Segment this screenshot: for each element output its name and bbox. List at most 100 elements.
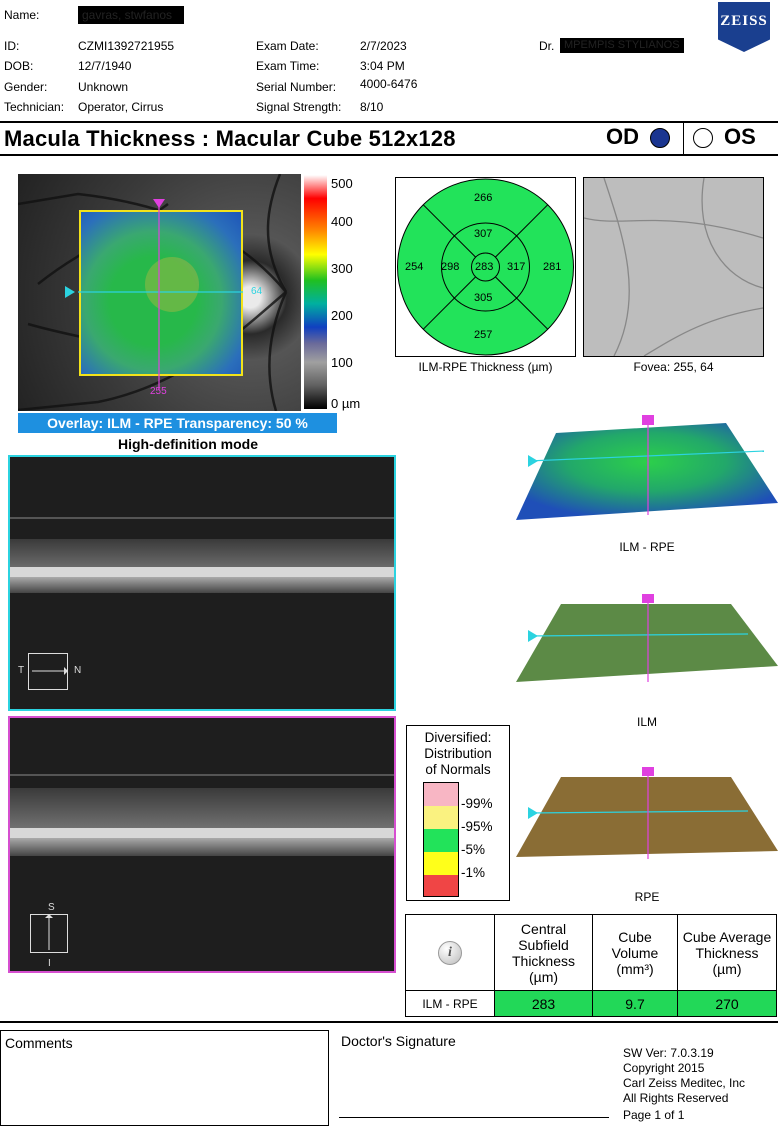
scan2-rpe-band [10,828,394,838]
scan1-choroid [10,577,394,593]
doctor-name-redacted: MPEMPIS STYLIANOS [560,38,684,53]
info-cell: i [405,914,495,991]
legend-title-line3: of Normals [425,762,491,777]
surface-ilm-rpe-map [516,415,778,520]
legend-title-line1: Diversified: [424,730,492,745]
header-cube-volume: Cube Volume (mm³) [592,914,678,991]
sw-version: SW Ver: 7.0.3.19 [623,1046,714,1060]
scale-label-500: 500 [331,176,353,191]
dob-label: DOB: [4,59,34,73]
legend-tick-99: -99% [461,796,493,811]
serial-label: Serial Number: [256,80,337,94]
fovea-image [583,177,764,357]
etdrs-inner-inferior: 305 [474,292,493,304]
scan1-retina-layer [10,539,394,567]
scan2-label-s: S [48,902,55,913]
od-label: OD [606,124,639,149]
signal-label: Signal Strength: [256,100,342,114]
company: Carl Zeiss Meditec, Inc [623,1076,746,1090]
dob-value: 12/7/1940 [78,59,132,73]
legend-tick-5: -5% [461,842,486,857]
legend-tick-1: -1% [461,865,486,880]
scan1-rpe-band [10,567,394,577]
surface-label-ilm-rpe: ILM - RPE [619,540,675,554]
exam-date-value: 2/7/2023 [360,39,407,53]
legend-title-line2: Distribution [424,746,492,761]
name-label: Name: [4,8,40,22]
serial-value: 4000-6476 [360,77,418,91]
surface-rpe-map [516,767,778,859]
thickness-overlay [79,210,243,376]
os-radio [693,128,713,148]
h-scan-marker: 64 [251,286,263,297]
etdrs-grid [395,177,576,357]
zeiss-logo: ZEISS [718,2,770,52]
page-number: Page 1 of 1 [623,1108,685,1122]
oct-bscan-horizontal: T N [8,455,396,711]
exam-date-label: Exam Date: [256,39,319,53]
etdrs-inner-superior: 307 [474,228,493,240]
gender-label: Gender: [4,80,48,94]
overlay-info-bar: Overlay: ILM - RPE Transparency: 50 % [18,413,337,433]
legend-swatch-95-99 [424,806,458,829]
legend-swatch-1-5 [424,852,458,875]
scan1-label-t: T [18,665,25,676]
fovea-vessels [583,177,764,357]
oct-bscan-vertical: S I [8,716,396,973]
scale-label-0: 0 µm [331,396,361,411]
fovea-caption: Fovea: 255, 64 [633,360,714,374]
legend-tick-95: -95% [461,819,493,834]
patient-name-redacted: gavras, stwfanos [78,6,184,24]
scale-label-300: 300 [331,261,353,276]
etdrs-caption: ILM-RPE Thickness (µm) [418,360,553,374]
scan1-orientation-box [28,653,68,690]
signal-value: 8/10 [360,100,384,114]
results-table: i Central Subfield Thickness (µm) Cube V… [405,914,777,1017]
legend-title: Diversified: Distribution of Normals [407,730,509,778]
value-cube-average: 270 [677,990,777,1017]
legend-color-stack [423,782,459,897]
thickness-color-scale [304,175,327,409]
surface-label-ilm: ILM [636,715,657,729]
gender-value: Unknown [78,80,129,94]
comments-box[interactable]: Comments [0,1030,329,1126]
scale-label-400: 400 [331,214,353,229]
scan2-vitreous-line [10,774,394,776]
scan2-orientation-box [30,914,68,953]
rights: All Rights Reserved [623,1091,729,1105]
etdrs-outer-nasal: 281 [543,261,562,273]
value-central-subfield: 283 [494,990,593,1017]
scale-label-200: 200 [331,308,353,323]
technician-label: Technician: [4,100,65,114]
header-divider [0,121,778,123]
etdrs-grid-chart [397,178,574,356]
page-title: Macula Thickness : Macular Cube 512x128 [4,126,456,151]
value-cube-volume: 9.7 [592,990,678,1017]
exam-time-label: Exam Time: [256,59,320,73]
scan-crosshair [65,199,243,390]
scan2-retina-layer [10,788,394,828]
title-divider [0,154,778,156]
etdrs-inner-nasal: 317 [507,261,526,273]
legend-swatch-normal [424,829,458,852]
surface-label-rpe: RPE [634,890,660,904]
doctor-label: Dr. [539,39,555,53]
id-label: ID: [4,39,20,53]
software-info: SW Ver: 7.0.3.19 Copyright 2015 Carl Zei… [623,1046,745,1106]
technician-value: Operator, Cirrus [78,100,164,114]
overlay-highlight [145,257,200,313]
exam-time-value: 3:04 PM [360,59,405,73]
etdrs-outer-inferior: 257 [474,329,493,341]
scan1-vitreous-line [10,517,394,519]
info-icon[interactable]: i [438,940,462,965]
mode-label: High-definition mode [118,436,258,452]
scan2-label-i: I [48,958,51,969]
etdrs-outer-temporal: 254 [405,261,424,273]
etdrs-center: 283 [475,261,494,273]
eye-divider [683,123,684,154]
signature-line[interactable] [339,1117,609,1118]
id-value: CZMI1392721955 [78,39,175,53]
legend-swatch-above-99 [424,783,458,806]
row-label-ilm-rpe: ILM - RPE [405,990,495,1017]
os-label: OS [724,124,756,149]
